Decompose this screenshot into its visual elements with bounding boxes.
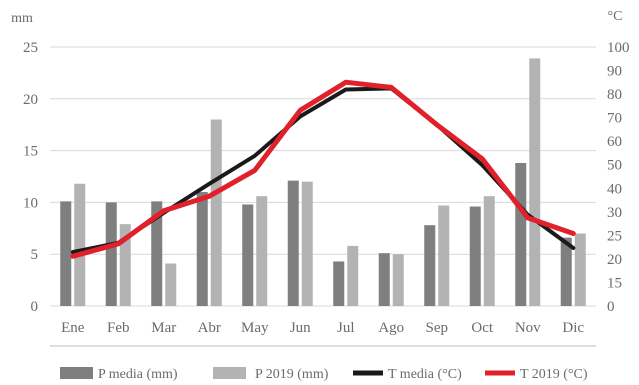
x-tick-label: Dic xyxy=(562,320,584,336)
bar xyxy=(574,233,586,306)
x-tick-label: Ago xyxy=(378,320,404,336)
series-line xyxy=(70,86,576,255)
left-tick-label: 15 xyxy=(23,144,38,160)
bar xyxy=(242,204,254,306)
bar xyxy=(392,254,404,306)
x-tick-label: Sep xyxy=(426,320,449,336)
right-tick-label: 30 xyxy=(607,205,622,221)
bar xyxy=(151,201,163,306)
x-tick-label: Oct xyxy=(471,320,493,336)
x-tick-label: Mar xyxy=(151,320,176,336)
bar xyxy=(256,196,268,306)
gridlines xyxy=(50,46,596,307)
right-tick-label: 50 xyxy=(607,158,622,174)
x-tick-label: Nov xyxy=(515,320,541,336)
left-tick-label: 10 xyxy=(23,195,38,211)
bar xyxy=(301,181,313,306)
right-tick-label: 60 xyxy=(607,134,622,150)
legend: P media (mm) P 2019 (mm) T media (°C) T 201… xyxy=(60,367,588,382)
x-tick-label: Ene xyxy=(61,320,85,336)
bar xyxy=(74,183,86,306)
right-tick-label: 15 xyxy=(607,275,622,291)
bar xyxy=(483,196,495,306)
right-tick-label: 100 xyxy=(607,40,630,56)
left-tick-label: 0 xyxy=(31,299,39,315)
right-tick-label: 0 xyxy=(607,299,615,315)
legend-swatch xyxy=(60,367,93,379)
x-tick-label: Jul xyxy=(337,320,355,336)
bar xyxy=(469,206,481,306)
right-axis: °C 0 15 20 25 30 40 50 60 70 80 90 100 xyxy=(607,9,630,315)
bar xyxy=(196,192,208,306)
right-tick-label: 25 xyxy=(607,228,622,244)
x-tick-label: Jun xyxy=(290,320,311,336)
bar xyxy=(424,225,436,306)
bar xyxy=(378,253,390,306)
legend-label: P 2019 (mm) xyxy=(255,367,329,382)
series-lines xyxy=(70,79,576,259)
legend-swatch xyxy=(213,367,246,379)
right-tick-label: 20 xyxy=(607,252,622,268)
left-axis: mm 0 5 10 15 20 25 xyxy=(11,11,38,315)
left-axis-unit: mm xyxy=(11,11,33,26)
bar xyxy=(560,237,572,306)
left-tick-label: 5 xyxy=(31,247,39,263)
x-axis: Ene Feb Mar Abr May Jun Jul Ago Sep Oct Nov Dic xyxy=(61,320,584,336)
x-tick-label: Feb xyxy=(107,320,130,336)
bar xyxy=(515,163,527,306)
bar xyxy=(60,201,72,306)
left-tick-label: 25 xyxy=(23,40,38,56)
legend-label: P media (mm) xyxy=(98,367,178,382)
legend-label: T media (°C) xyxy=(388,367,462,382)
bar xyxy=(105,202,117,306)
right-tick-label: 80 xyxy=(607,87,622,103)
bar xyxy=(347,245,359,306)
bar xyxy=(333,261,345,306)
bar xyxy=(438,205,450,306)
bar xyxy=(165,263,177,306)
right-tick-label: 40 xyxy=(607,181,622,197)
bar xyxy=(210,119,222,307)
bar xyxy=(119,224,131,306)
x-tick-label: May xyxy=(241,320,269,336)
right-axis-unit: °C xyxy=(608,9,623,24)
right-tick-label: 90 xyxy=(607,64,622,80)
legend-label: T 2019 (°C) xyxy=(520,367,588,382)
bar xyxy=(529,58,541,307)
right-tick-label: 70 xyxy=(607,111,622,127)
bars xyxy=(60,58,586,307)
x-tick-label: Abr xyxy=(198,320,221,336)
series-line xyxy=(70,79,576,259)
bar xyxy=(287,180,299,306)
left-tick-label: 20 xyxy=(23,92,38,108)
